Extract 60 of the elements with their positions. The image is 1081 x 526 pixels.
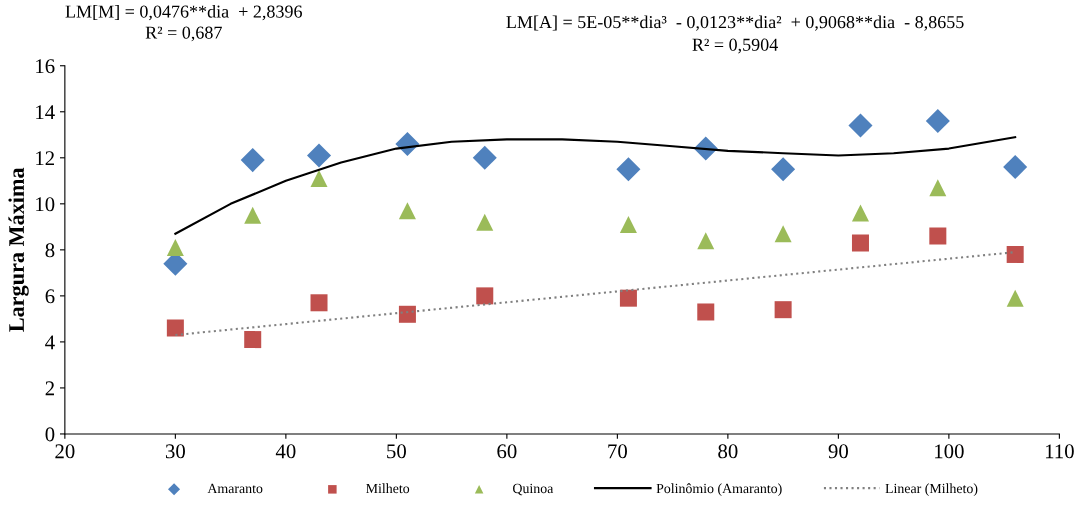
point bbox=[472, 145, 497, 170]
x-tick-label: 90 bbox=[828, 444, 848, 459]
legend-label: Polinômio (Amaranto) bbox=[656, 483, 782, 496]
point bbox=[929, 179, 947, 197]
point bbox=[310, 170, 328, 188]
y-tick-label: 16 bbox=[36, 59, 55, 74]
point bbox=[851, 204, 869, 222]
point bbox=[1003, 154, 1028, 180]
point bbox=[244, 206, 262, 224]
y-tick-label: 4 bbox=[45, 335, 55, 350]
point bbox=[925, 108, 950, 134]
y-tick-label: 8 bbox=[45, 243, 55, 258]
point bbox=[398, 202, 416, 220]
point bbox=[240, 148, 265, 173]
text: R² = 0,687 bbox=[145, 26, 222, 42]
point bbox=[851, 234, 869, 252]
legend-label: Milheto bbox=[366, 483, 410, 494]
point bbox=[166, 239, 184, 257]
x-tick-label: 110 bbox=[1045, 444, 1074, 459]
point bbox=[1006, 289, 1024, 307]
point bbox=[166, 319, 184, 337]
point bbox=[774, 225, 792, 243]
x-tick-label: 30 bbox=[165, 444, 185, 459]
y-tick-label: 0 bbox=[45, 427, 55, 442]
y-axis-title: Largura Máxima bbox=[8, 167, 29, 332]
point bbox=[476, 287, 494, 305]
x-tick-label: 70 bbox=[608, 444, 627, 459]
point bbox=[398, 305, 416, 323]
point bbox=[929, 227, 947, 245]
x-tick-label: 60 bbox=[497, 444, 517, 459]
x-tick-label: 80 bbox=[718, 444, 738, 459]
y-tick-label: 12 bbox=[36, 151, 54, 166]
point bbox=[616, 157, 641, 182]
point bbox=[697, 303, 715, 321]
y-tick-label: 10 bbox=[36, 197, 55, 212]
y-tick-label: 14 bbox=[36, 105, 55, 119]
point bbox=[848, 113, 873, 138]
text: LM[A] = 5E-05**dia³ - 0,0123**dia² + 0,9068**dia - 8,8655 bbox=[506, 15, 964, 31]
point bbox=[771, 157, 796, 182]
point bbox=[306, 143, 332, 168]
x-tick-label: 40 bbox=[275, 444, 296, 459]
y-tick-label: 6 bbox=[45, 289, 55, 304]
text: R² = 0,5904 bbox=[692, 38, 778, 54]
point bbox=[1006, 245, 1024, 263]
legend-label: Quinoa bbox=[513, 483, 554, 496]
point bbox=[244, 331, 262, 349]
x-tick-label: 20 bbox=[55, 444, 75, 459]
point bbox=[774, 301, 792, 319]
point bbox=[310, 294, 328, 312]
y-tick-label: 2 bbox=[45, 381, 54, 396]
legend-label: Amaranto bbox=[207, 483, 263, 494]
point bbox=[619, 289, 637, 307]
point bbox=[476, 213, 494, 231]
text: LM[M] = 0,0476**dia + 2,8396 bbox=[65, 4, 302, 21]
x-tick-label: 100 bbox=[935, 444, 964, 459]
point bbox=[697, 232, 715, 250]
point bbox=[619, 216, 637, 234]
line-series bbox=[174, 136, 1017, 235]
x-tick-label: 50 bbox=[387, 444, 406, 459]
legend-label: Linear (Milheto) bbox=[885, 483, 978, 496]
